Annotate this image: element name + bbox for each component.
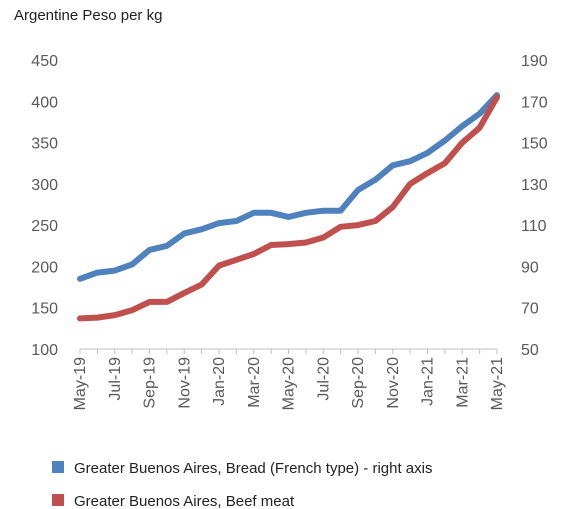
x-tick-label: May-21	[489, 357, 506, 410]
right-tick-label: 50	[521, 342, 539, 359]
right-tick-label: 130	[521, 177, 548, 194]
x-tick-label: Jul-20	[315, 357, 332, 401]
left-tick-label: 300	[31, 177, 58, 194]
x-tick-label: Jan-20	[211, 357, 228, 406]
right-tick-label: 90	[521, 259, 539, 276]
x-axis: May-19 Jul-19 Sep-19 Nov-19 Jan-20 Mar-20 May-…	[72, 348, 506, 410]
y-axis-unit-label: Argentine Peso per kg	[14, 7, 162, 24]
right-tick-label: 170	[521, 94, 548, 111]
right-axis: 50 70 90 110 130 150 170 190	[521, 53, 548, 359]
legend-swatch-beef	[52, 494, 64, 506]
left-tick-label: 150	[31, 301, 58, 318]
x-tick-label: Mar-20	[246, 357, 263, 408]
left-tick-label: 250	[31, 218, 58, 235]
x-tick-label: Mar-21	[454, 357, 471, 408]
right-tick-label: 70	[521, 301, 539, 318]
x-tick-label: Jul-19	[107, 357, 124, 401]
left-tick-label: 400	[31, 94, 58, 111]
left-tick-label: 100	[31, 342, 58, 359]
x-tick-label: Nov-20	[385, 357, 402, 409]
x-tick-label: Sep-19	[142, 357, 159, 409]
left-tick-label: 450	[31, 53, 58, 70]
x-tick-label: Nov-19	[176, 357, 193, 409]
x-tick-label: May-19	[72, 357, 89, 410]
series-layer	[77, 92, 500, 322]
right-tick-label: 190	[521, 53, 548, 70]
left-axis: 100 150 200 250 300 350 400 450	[31, 53, 58, 359]
legend: Greater Buenos Aires, Bread (French type…	[52, 460, 432, 509]
legend-label-beef: Greater Buenos Aires, Beef meat	[74, 493, 295, 509]
left-tick-label: 200	[31, 259, 58, 276]
right-tick-label: 110	[521, 218, 547, 235]
x-tick-label: Jan-21	[420, 357, 437, 406]
series-line-beef	[77, 94, 500, 322]
legend-label-bread: Greater Buenos Aires, Bread (French type…	[74, 460, 432, 477]
x-tick-label: Sep-20	[350, 357, 367, 409]
left-tick-label: 350	[31, 136, 58, 153]
x-tick-label: May-20	[281, 357, 298, 410]
legend-swatch-bread	[52, 461, 64, 473]
series-line-bread	[77, 92, 500, 282]
right-tick-label: 150	[521, 136, 548, 153]
